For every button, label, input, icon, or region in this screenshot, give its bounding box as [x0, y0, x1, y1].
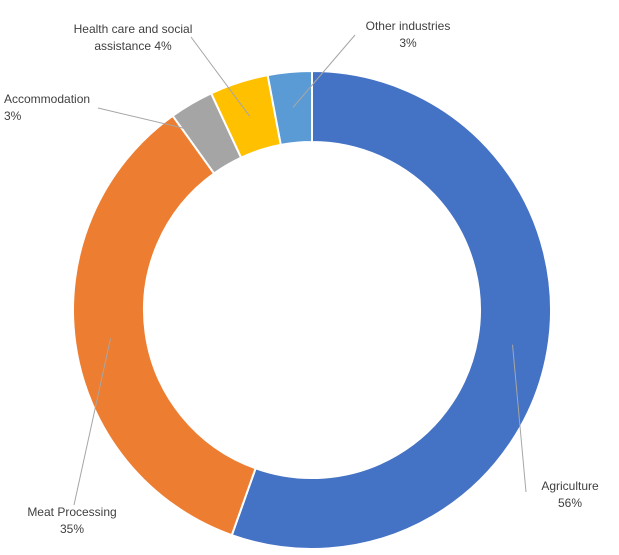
leader-line-other-industries — [292, 34, 356, 108]
leader-lines — [73, 34, 527, 506]
label-agriculture-name: Agriculture — [541, 479, 599, 493]
slice-agriculture — [230, 69, 552, 550]
label-health-care: Health care and social assistance 4% — [58, 21, 208, 55]
label-other-industries: Other industries 3% — [356, 18, 460, 52]
label-accommodation-name: Accommodation — [4, 92, 91, 106]
label-meat-processing: Meat Processing 35% — [20, 504, 124, 538]
slice-meat-processing — [72, 114, 257, 537]
doughnut-slices — [72, 69, 552, 550]
label-health-care-line1: Health care and social — [73, 22, 193, 36]
label-meat-processing-value: 35% — [59, 522, 85, 536]
label-other-industries-name: Other industries — [365, 19, 451, 33]
label-accommodation: Accommodation 3% — [4, 91, 90, 125]
leader-line-accommodation — [97, 107, 210, 135]
label-meat-processing-name: Meat Processing — [27, 505, 117, 519]
label-other-industries-value: 3% — [399, 36, 417, 50]
label-agriculture: Agriculture 56% — [528, 478, 612, 512]
label-accommodation-value: 3% — [4, 109, 22, 123]
leader-line-meat-processing — [73, 338, 111, 506]
slice-other-industries — [266, 69, 313, 147]
label-agriculture-value: 56% — [557, 496, 583, 510]
label-health-care-line2: assistance 4% — [94, 39, 172, 53]
leader-line-agriculture — [512, 344, 527, 493]
leader-line-health-care-and-social-assistance — [190, 36, 251, 117]
